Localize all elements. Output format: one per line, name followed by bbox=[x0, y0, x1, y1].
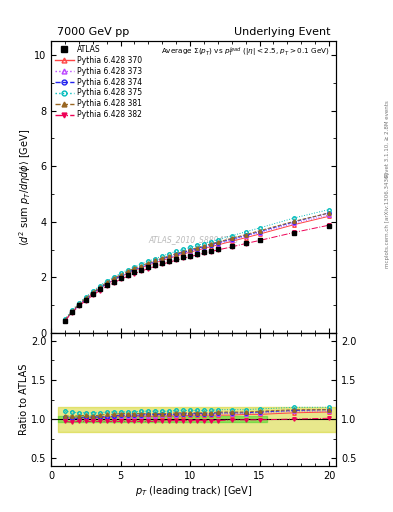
Text: Rivet 3.1.10, ≥ 2.8M events: Rivet 3.1.10, ≥ 2.8M events bbox=[385, 100, 390, 177]
X-axis label: $p_T$ (leading track) [GeV]: $p_T$ (leading track) [GeV] bbox=[135, 483, 252, 498]
Y-axis label: Ratio to ATLAS: Ratio to ATLAS bbox=[20, 364, 29, 435]
Text: Average $\Sigma(p_T)$ vs $p_T^{lead}$ ($|\eta| < 2.5$, $p_T > 0.1$ GeV): Average $\Sigma(p_T)$ vs $p_T^{lead}$ ($… bbox=[162, 46, 330, 59]
Y-axis label: $\langle d^2$ sum $p_T/d\eta d\phi\rangle$ [GeV]: $\langle d^2$ sum $p_T/d\eta d\phi\rangl… bbox=[17, 129, 33, 246]
Text: Underlying Event: Underlying Event bbox=[234, 27, 330, 36]
Legend: ATLAS, Pythia 6.428 370, Pythia 6.428 373, Pythia 6.428 374, Pythia 6.428 375, P: ATLAS, Pythia 6.428 370, Pythia 6.428 37… bbox=[53, 43, 144, 121]
Text: ATLAS_2010_S8894728: ATLAS_2010_S8894728 bbox=[149, 235, 239, 244]
Text: mcplots.cern.ch [arXiv:1306.3436]: mcplots.cern.ch [arXiv:1306.3436] bbox=[385, 173, 390, 268]
Text: 7000 GeV pp: 7000 GeV pp bbox=[57, 27, 129, 36]
